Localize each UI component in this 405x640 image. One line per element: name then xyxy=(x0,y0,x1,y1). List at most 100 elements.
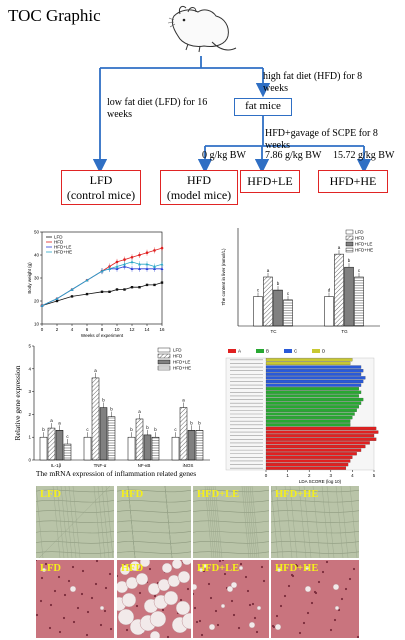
significance-letter: b xyxy=(102,398,105,403)
x-axis-title: LDA SCORE (log 10) xyxy=(299,479,342,484)
data-point xyxy=(55,299,59,303)
significance-letter: a xyxy=(50,418,53,423)
bar xyxy=(263,276,273,327)
body-weight-chart: 10 20 30 40 50 0 2 4 6 8 10 12 14 16 Weeks of experime… xyxy=(27,230,165,339)
y-tick-label: 5 xyxy=(28,344,31,349)
lda-bar xyxy=(265,369,364,373)
legend-swatch xyxy=(345,235,354,241)
histology-panel-top: HFD xyxy=(117,486,191,558)
legend-label: HFD+LE xyxy=(54,245,71,250)
x-tick-label: 6 xyxy=(86,327,89,332)
group-box-lfd-subtitle: (control mice) xyxy=(66,188,136,202)
legend-swatch xyxy=(157,359,171,365)
data-point xyxy=(160,262,164,266)
x-tick-label: 14 xyxy=(144,327,150,332)
x-tick-label: 10 xyxy=(114,327,120,332)
bar xyxy=(83,436,92,461)
group-box-hfd-he: HFD+HE xyxy=(318,170,388,193)
dose-label-2: 15.72 g/kg BW xyxy=(333,150,395,161)
significance-letter: a xyxy=(338,245,341,250)
y-axis-title: The content in liver (mmol/L) xyxy=(221,248,226,306)
histology-panel-bottom: HFD+LE xyxy=(193,560,269,638)
significance-letter: b xyxy=(110,407,113,412)
significance-letter: a xyxy=(267,268,270,273)
bar xyxy=(195,430,204,461)
legend-label: B xyxy=(266,349,269,354)
lda-bar xyxy=(265,455,353,459)
legend-swatch xyxy=(345,241,354,247)
lda-bar xyxy=(265,365,362,369)
data-point xyxy=(123,288,126,291)
group-box-hfd: HFD (model mice) xyxy=(160,170,238,205)
legend-label: C xyxy=(294,349,298,354)
data-point xyxy=(130,260,134,264)
lda-bar xyxy=(265,379,364,384)
legend-label: LFD xyxy=(173,348,182,353)
bar xyxy=(99,407,108,461)
x-tick-label: 0 xyxy=(265,473,268,478)
bar xyxy=(135,418,144,461)
histology-panel-top: HFD+LE xyxy=(193,486,269,558)
y-tick-label: 1 xyxy=(28,435,31,440)
data-point xyxy=(130,267,134,270)
data-point xyxy=(100,290,104,293)
lda-bar xyxy=(265,459,351,463)
histology-image xyxy=(271,560,359,638)
data-point xyxy=(138,262,141,266)
bar xyxy=(334,253,344,327)
bar xyxy=(253,296,263,327)
bar xyxy=(107,416,116,461)
x-tick-label: 4 xyxy=(351,473,354,478)
histology-group-label: HFD+LE xyxy=(197,489,240,500)
data-point xyxy=(100,269,104,273)
bar xyxy=(63,443,72,461)
chart-caption: The mRNA expression of inflammation rela… xyxy=(36,469,196,478)
histology-panel-bottom: HFD xyxy=(117,560,191,638)
data-point xyxy=(55,297,59,300)
data-point xyxy=(138,267,141,270)
x-tick-label: 3 xyxy=(330,473,333,478)
x-tick-label: 5 xyxy=(373,473,376,478)
x-tick-label: 8 xyxy=(101,327,104,332)
flow-arrows xyxy=(92,56,372,174)
histology-group-label: HFD+HE xyxy=(275,563,319,574)
hfd-duration-text: high fat diet (HFD) for 8 weeks xyxy=(263,71,363,94)
y-axis-title: Body weight (g) xyxy=(27,262,32,294)
data-point xyxy=(153,283,156,287)
lda-bar xyxy=(265,358,353,362)
lda-bar xyxy=(265,405,359,409)
legend-swatch xyxy=(228,349,236,353)
lda-bar xyxy=(265,466,347,470)
data-point xyxy=(130,256,134,259)
histology-panel-bottom: HFD+HE xyxy=(271,560,359,638)
significance-letter: b xyxy=(42,427,45,432)
significance-letter: b xyxy=(348,258,351,263)
group-box-hfd-he-title: HFD+HE xyxy=(329,174,377,188)
legend-label: LFD xyxy=(355,230,364,235)
legend-label: HFD+HE xyxy=(355,248,373,253)
lda-bar xyxy=(265,452,357,456)
category-label: NF-κB xyxy=(138,463,151,468)
lda-bar xyxy=(265,412,355,416)
data-point xyxy=(138,286,141,289)
lda-bar xyxy=(265,437,377,441)
legend-label: HFD+HE xyxy=(173,366,191,371)
bar xyxy=(344,266,354,327)
lfd-duration-label: low fat diet (LFD) for 16 weeks xyxy=(107,97,217,121)
lda-bar xyxy=(265,408,357,412)
legend-label: D xyxy=(322,349,326,354)
group-box-hfd-le-title: HFD+LE xyxy=(247,174,293,188)
legend-swatch xyxy=(345,247,354,253)
significance-letter: a xyxy=(58,420,61,425)
legend-label: HFD+LE xyxy=(173,360,190,365)
category-label: iNOS xyxy=(183,463,194,468)
data-point xyxy=(40,304,44,307)
data-point xyxy=(108,290,111,293)
data-point xyxy=(115,288,119,291)
significance-letter: c xyxy=(358,268,361,273)
histology-panel-top: HFD+HE xyxy=(271,486,359,558)
data-point xyxy=(153,249,156,252)
bar xyxy=(151,436,160,461)
x-tick-label: 1 xyxy=(286,473,289,478)
